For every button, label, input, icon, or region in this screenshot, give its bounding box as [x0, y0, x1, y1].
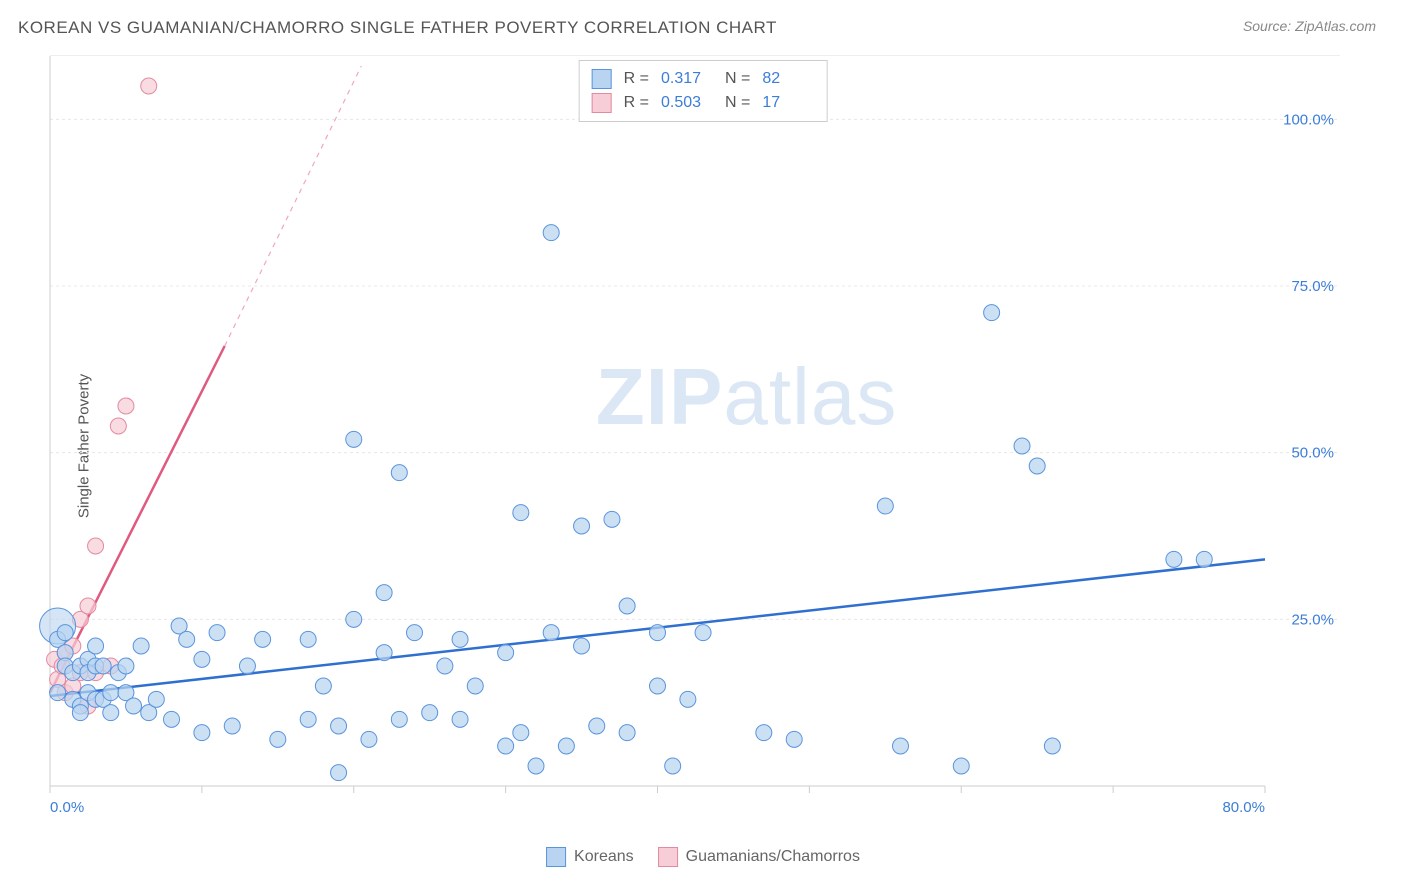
n-value: 82 [762, 70, 814, 88]
r-value: 0.317 [661, 70, 713, 88]
svg-text:100.0%: 100.0% [1283, 111, 1334, 128]
n-value: 17 [762, 94, 814, 112]
legend-item-label: Guamanians/Chamorros [686, 848, 860, 866]
legend-swatch-icon [546, 847, 566, 867]
svg-text:50.0%: 50.0% [1291, 445, 1334, 462]
legend-stats-row: R = 0.317 N = 82 [592, 67, 815, 91]
svg-text:25.0%: 25.0% [1291, 611, 1334, 628]
n-label: N = [725, 94, 750, 112]
chart-title: KOREAN VS GUAMANIAN/CHAMORRO SINGLE FATH… [18, 18, 777, 38]
r-label: R = [624, 70, 649, 88]
legend-item: Koreans [546, 847, 634, 867]
n-label: N = [725, 70, 750, 88]
svg-text:0.0%: 0.0% [50, 799, 84, 816]
legend-stats-row: R = 0.503 N = 17 [592, 91, 815, 115]
plot-area: ZIPatlas 0.0%80.0%25.0%50.0%75.0%100.0% [50, 55, 1340, 830]
svg-text:80.0%: 80.0% [1222, 799, 1265, 816]
legend-item-label: Koreans [574, 848, 634, 866]
scatter-plot-svg: 0.0% 80.0% 25.0% 50.0% 75.0% 100.0% [50, 56, 1340, 830]
legend-swatch-icon [658, 847, 678, 867]
legend-swatch-icon [592, 69, 612, 89]
chart-container: KOREAN VS GUAMANIAN/CHAMORRO SINGLE FATH… [0, 0, 1406, 892]
r-value: 0.503 [661, 94, 713, 112]
r-label: R = [624, 94, 649, 112]
svg-text:75.0%: 75.0% [1291, 278, 1334, 295]
legend-item: Guamanians/Chamorros [658, 847, 860, 867]
legend-swatch-icon [592, 93, 612, 113]
legend-stats-box: R = 0.317 N = 82 R = 0.503 N = 17 [579, 60, 828, 122]
legend-series-box: Koreans Guamanians/Chamorros [546, 847, 860, 867]
source-label: Source: ZipAtlas.com [1243, 18, 1376, 34]
